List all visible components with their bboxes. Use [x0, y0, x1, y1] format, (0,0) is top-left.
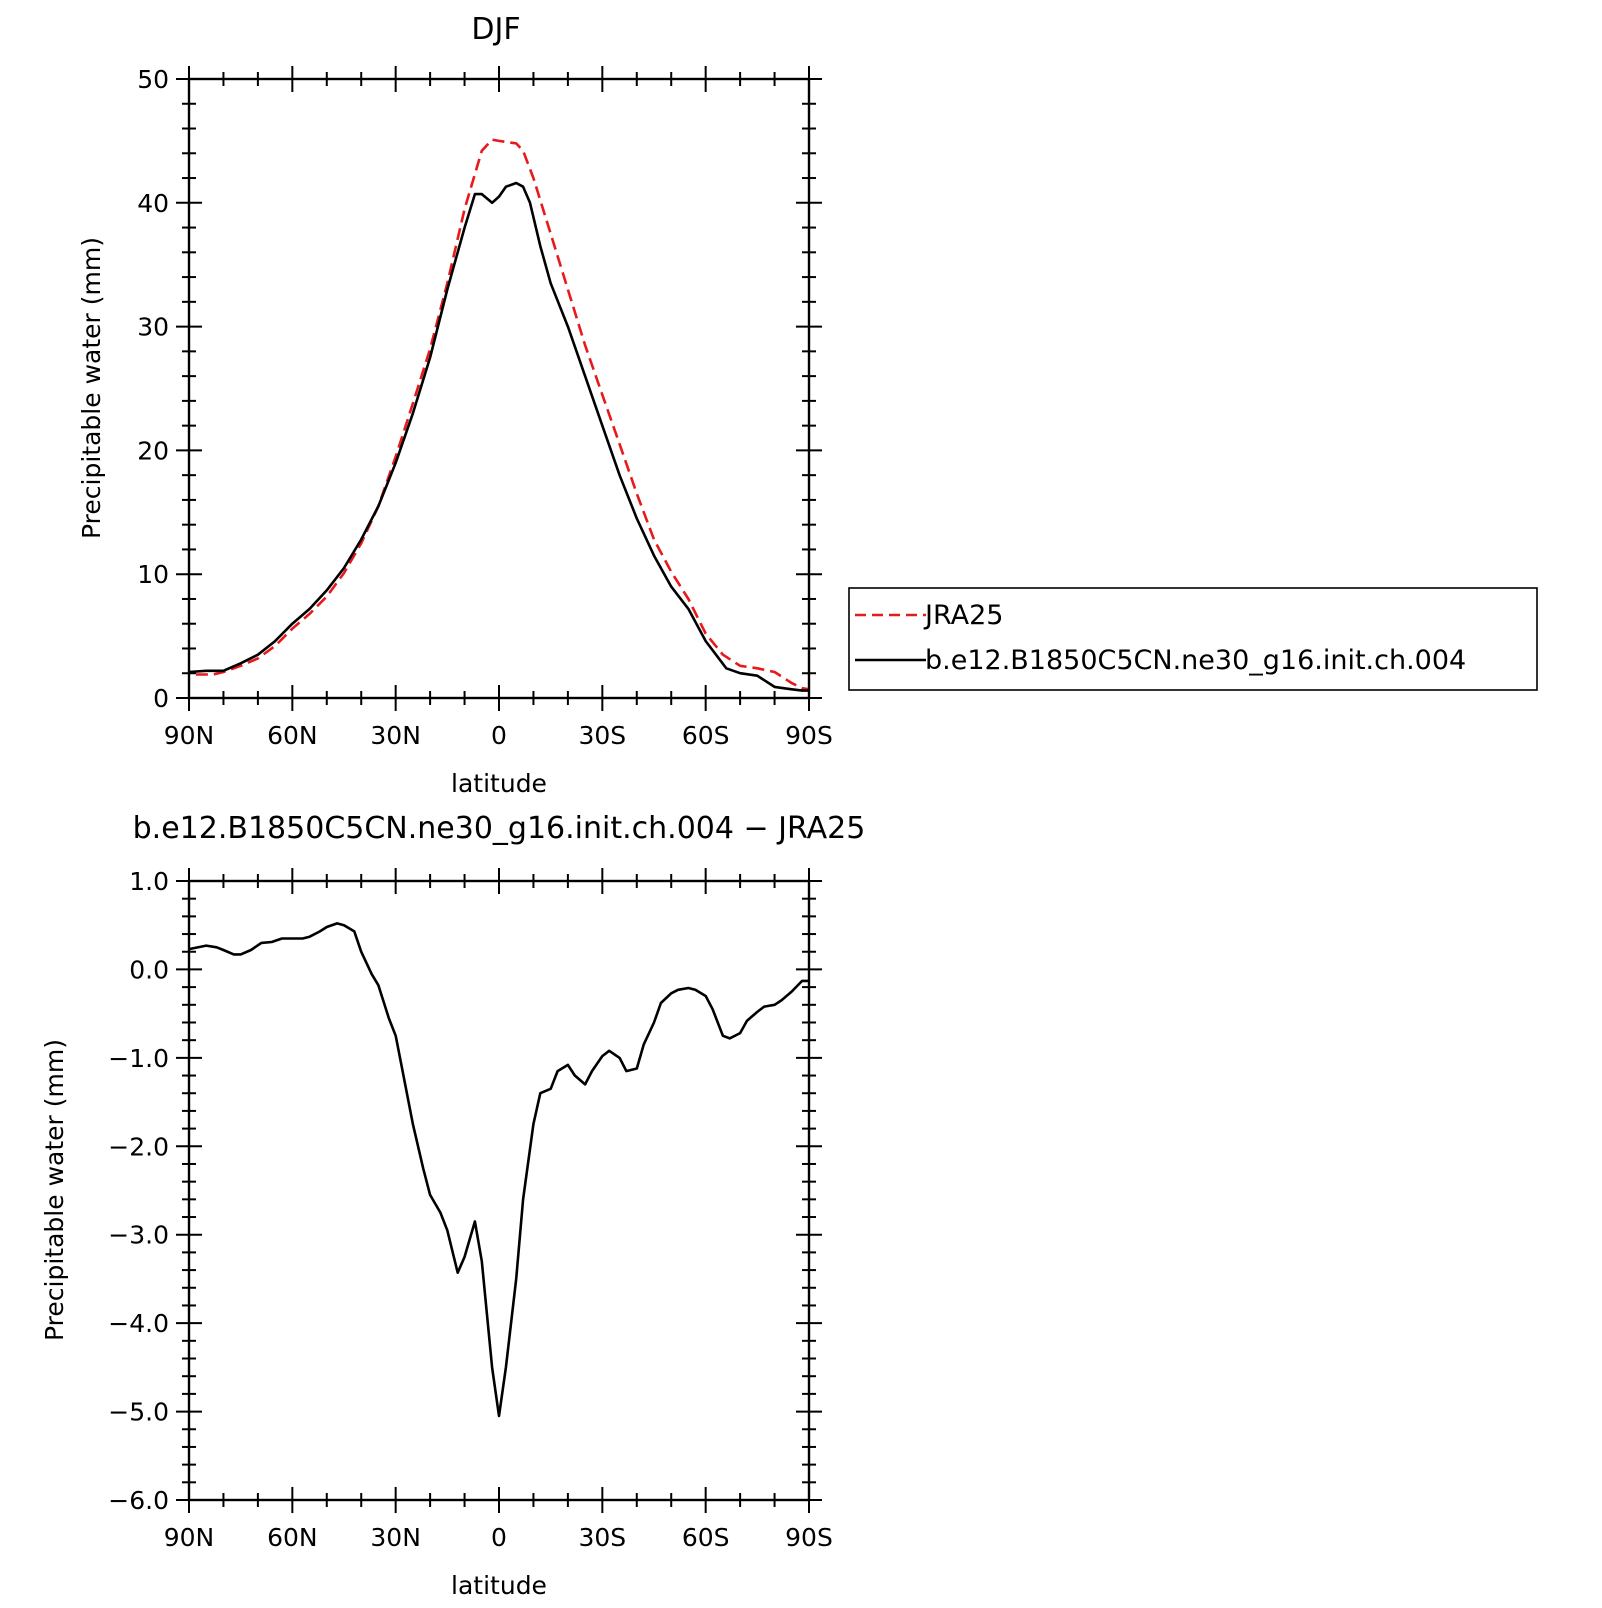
mean-chart-y-tick-label: 0: [153, 684, 169, 713]
mean-chart-y-axis-title: Precipitable water (mm): [77, 237, 106, 539]
difference-chart-y-tick-label: −1.0: [108, 1044, 169, 1073]
difference-chart-x-tick-label: 90S: [785, 1523, 833, 1552]
difference-chart-series-difference: [188, 922, 809, 1418]
difference-chart-x-axis-title: latitude: [451, 1571, 547, 1600]
difference-chart-y-tick-label: −2.0: [108, 1132, 169, 1161]
mean-chart-x-axis-title: latitude: [451, 769, 547, 798]
mean-chart-x-tick-label: 30S: [578, 721, 626, 750]
difference-chart-frame: [187, 879, 811, 1502]
mean-chart-x-tick-labels: 90N 60N 30N 0 30S 60S 90S: [164, 721, 833, 750]
mean-chart-y-tick-label: 30: [137, 313, 169, 342]
difference-chart-title: b.e12.B1850C5CN.ne30_g16.init.ch.004 − J…: [133, 811, 866, 846]
difference-chart-x-tick-label: 30S: [578, 1523, 626, 1552]
mean-chart-x-tick-label: 90N: [164, 721, 215, 750]
mean-chart-series-model: [188, 181, 809, 692]
difference-chart-y-tick-label: −5.0: [108, 1398, 169, 1427]
difference-chart-y-tick-label: −6.0: [108, 1486, 169, 1515]
mean-chart-series: [188, 138, 810, 692]
legend-label-jra25: JRA25: [923, 600, 1003, 631]
difference-chart-y-tick-labels: 1.0 0.0 −1.0 −2.0 −3.0 −4.0 −5.0 −6.0: [108, 867, 169, 1515]
mean-chart-y-tick-label: 40: [137, 189, 169, 218]
difference-chart-y-tick-label: 1.0: [129, 867, 169, 896]
difference-chart-y-axis-title: Precipitable water (mm): [40, 1039, 69, 1341]
mean-chart-x-tick-label: 60S: [682, 721, 730, 750]
legend: JRA25 b.e12.B1850C5CN.ne30_g16.init.ch.0…: [848, 587, 1538, 691]
mean-chart-series-jra25: [195, 138, 810, 691]
mean-chart-y-tick-label: 10: [137, 560, 169, 589]
mean-chart-y-tick-label: 20: [137, 436, 169, 465]
legend-label-model: b.e12.B1850C5CN.ne30_g16.init.ch.004: [925, 645, 1466, 676]
legend-box: [848, 587, 1538, 691]
difference-chart-x-tick-label: 60N: [267, 1523, 318, 1552]
mean-chart-frame: [187, 77, 811, 700]
mean-chart-panel: DJF 90N 60N 30N 0 30S 60S 90S 0 10 20 30 40 50 lati…: [77, 12, 1538, 798]
difference-chart-x-tick-label: 0: [491, 1523, 507, 1552]
difference-chart-x-tick-label: 90N: [164, 1523, 215, 1552]
mean-chart-x-tick-label: 0: [491, 721, 507, 750]
difference-chart-x-tick-labels: 90N 60N 30N 0 30S 60S 90S: [164, 1523, 833, 1552]
difference-chart-panel: b.e12.B1850C5CN.ne30_g16.init.ch.004 − J…: [40, 811, 865, 1600]
difference-chart-y-tick-label: −4.0: [108, 1309, 169, 1338]
difference-chart-y-tick-label: −3.0: [108, 1221, 169, 1250]
difference-chart-series: [188, 922, 809, 1418]
mean-chart-x-tick-label: 60N: [267, 721, 318, 750]
mean-chart-y-tick-label: 50: [137, 65, 169, 94]
mean-chart-y-tick-labels: 0 10 20 30 40 50: [137, 65, 169, 713]
difference-chart-y-tick-label: 0.0: [129, 955, 169, 984]
difference-chart-x-tick-label: 60S: [682, 1523, 730, 1552]
mean-chart-x-tick-label: 30N: [370, 721, 421, 750]
mean-chart-x-tick-label: 90S: [785, 721, 833, 750]
difference-chart-x-tick-label: 30N: [370, 1523, 421, 1552]
mean-chart-title: DJF: [471, 12, 520, 47]
mean-chart-ticks: [176, 66, 822, 711]
